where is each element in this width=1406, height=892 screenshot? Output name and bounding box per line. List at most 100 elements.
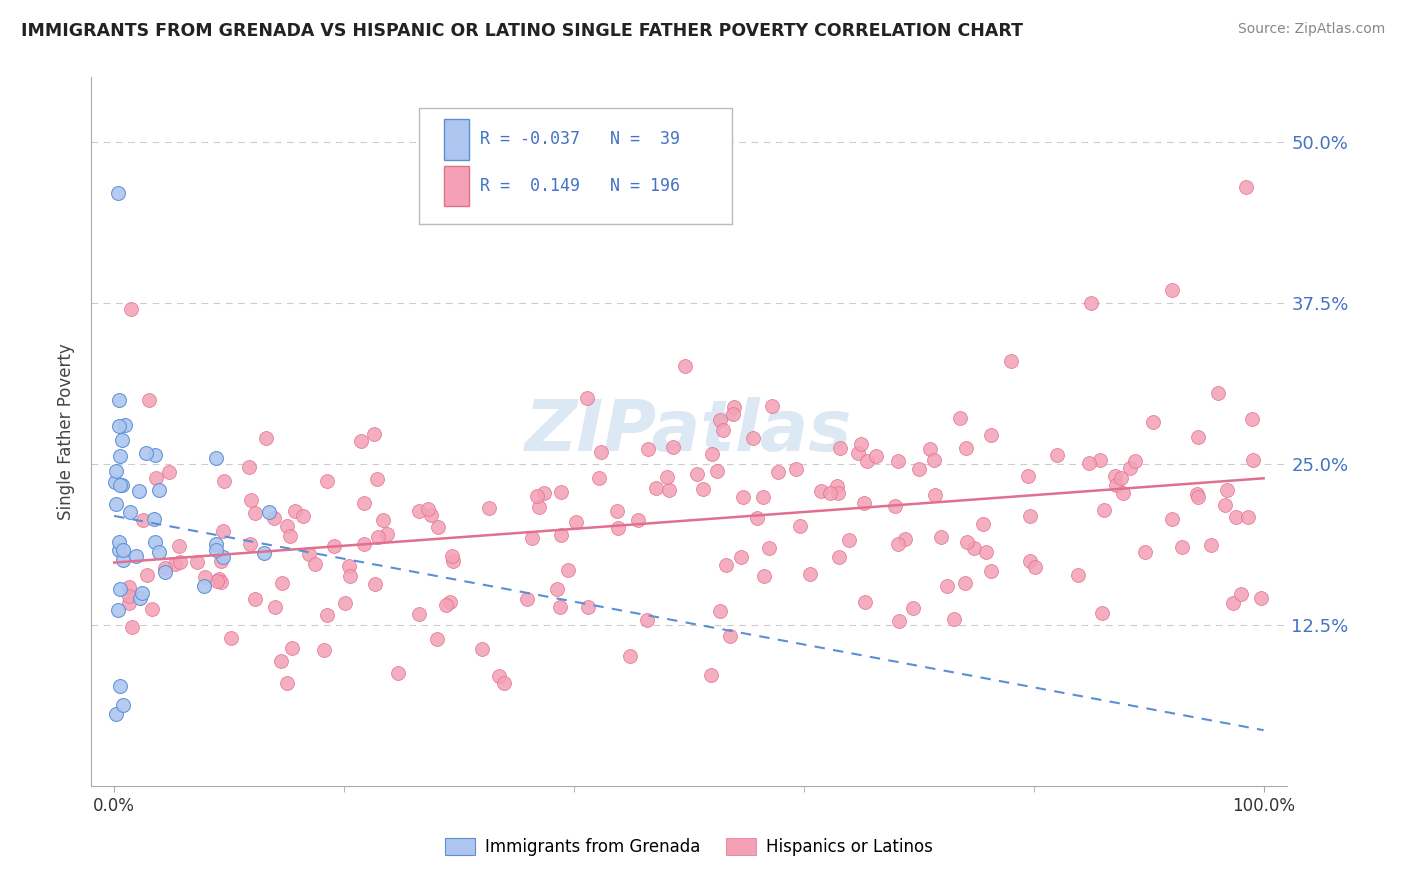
Point [546, 582, 568, 596]
Point [956, 534, 979, 549]
Point [827, 485, 849, 500]
Point [1000, 354, 1022, 368]
Point [1216, 483, 1239, 498]
Point [118, 596, 141, 610]
Point [711, 423, 734, 437]
Point [316, 608, 339, 623]
Point [516, 591, 538, 606]
Point [1067, 568, 1090, 582]
Point [853, 595, 876, 609]
Point [105, 497, 128, 511]
Point [120, 302, 142, 317]
Point [972, 517, 994, 532]
Point [1236, 510, 1258, 524]
Point [366, 472, 388, 486]
Point [852, 496, 875, 510]
Point [752, 490, 775, 504]
Point [529, 500, 551, 515]
Point [929, 530, 952, 544]
Point [371, 513, 394, 527]
Point [263, 511, 285, 525]
Point [718, 629, 741, 643]
Point [186, 555, 208, 569]
Point [363, 426, 385, 441]
Point [1018, 554, 1040, 568]
Legend: Immigrants from Grenada, Hispanics or Latinos: Immigrants from Grenada, Hispanics or La… [439, 831, 939, 863]
Point [107, 603, 129, 617]
Point [238, 460, 260, 475]
Point [550, 600, 572, 615]
Point [488, 669, 510, 683]
Point [1133, 545, 1156, 559]
Point [118, 589, 141, 603]
Point [145, 471, 167, 485]
Point [709, 604, 731, 618]
Point [894, 532, 917, 546]
Point [810, 484, 832, 499]
Point [887, 454, 910, 468]
Point [533, 486, 555, 500]
Point [291, 509, 314, 524]
Point [165, 557, 187, 571]
Point [742, 431, 765, 445]
Point [204, 543, 226, 558]
Point [408, 504, 430, 518]
Point [1112, 486, 1135, 500]
Point [1213, 498, 1236, 512]
Point [141, 602, 163, 616]
Point [637, 442, 659, 456]
Point [111, 552, 134, 566]
Point [427, 520, 450, 534]
Point [270, 654, 292, 668]
Point [276, 519, 298, 533]
Point [121, 620, 143, 634]
Point [953, 576, 976, 591]
Point [761, 400, 783, 414]
Point [478, 500, 501, 515]
Point [1017, 469, 1039, 483]
Point [128, 483, 150, 498]
Point [284, 504, 307, 518]
Point [1104, 477, 1126, 491]
Point [1092, 503, 1115, 517]
Point [714, 558, 737, 573]
Point [337, 559, 360, 574]
Point [349, 434, 371, 448]
Point [1199, 538, 1222, 552]
Point [323, 539, 346, 553]
Point [657, 470, 679, 484]
Point [315, 474, 337, 488]
Point [607, 521, 630, 535]
Point [576, 600, 599, 615]
Point [752, 568, 775, 582]
Point [768, 465, 790, 479]
Point [887, 537, 910, 551]
Point [733, 491, 755, 505]
Point [636, 613, 658, 627]
Point [110, 582, 132, 597]
Point [884, 499, 907, 513]
Point [1104, 469, 1126, 483]
Point [908, 462, 931, 476]
Point [108, 534, 131, 549]
Point [205, 537, 228, 551]
Point [219, 631, 242, 645]
Point [955, 441, 977, 455]
Point [949, 411, 972, 425]
Point [1024, 560, 1046, 574]
Point [827, 550, 849, 565]
Point [619, 648, 641, 663]
Point [557, 563, 579, 577]
Point [104, 475, 127, 490]
Point [253, 546, 276, 560]
Point [980, 428, 1002, 442]
Point [105, 706, 128, 721]
Point [131, 586, 153, 600]
Point [114, 418, 136, 433]
Point [271, 576, 294, 591]
Point [700, 447, 723, 461]
Point [112, 698, 135, 713]
Point [606, 504, 628, 518]
Point [588, 470, 610, 484]
Point [889, 614, 911, 628]
